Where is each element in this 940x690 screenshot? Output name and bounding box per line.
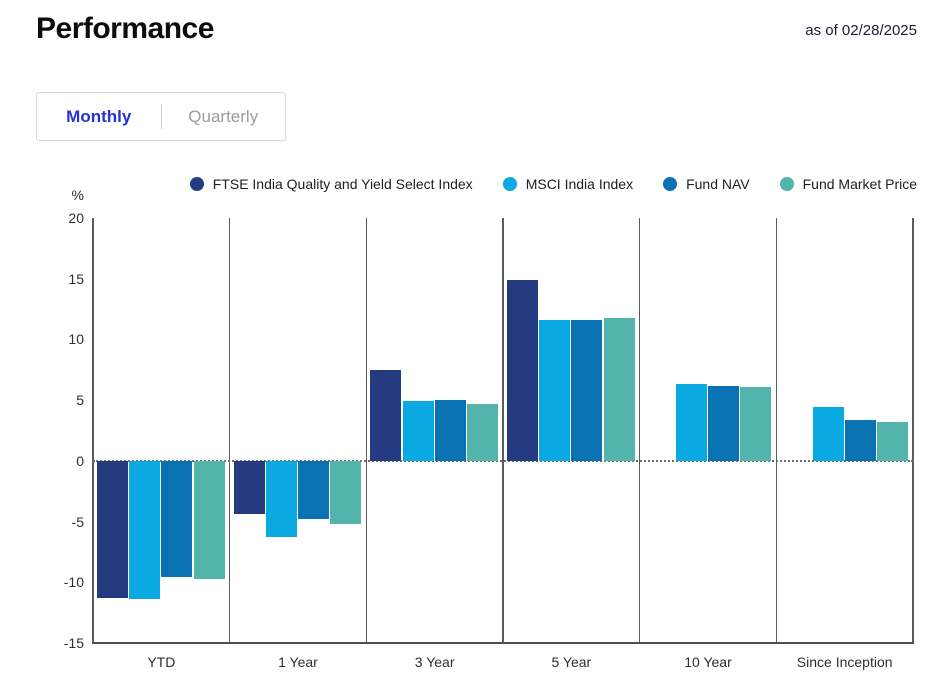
legend-label: MSCI India Index	[525, 176, 634, 192]
as-of-date: as of 02/28/2025	[805, 22, 917, 39]
x-axis-category-label: 5 Year	[551, 654, 592, 670]
legend-dot-fund-market-price-icon	[779, 177, 794, 191]
y-axis-tick-label: 15	[68, 270, 84, 287]
legend-label: Fund Market Price	[802, 176, 917, 192]
zero-baseline	[93, 459, 913, 462]
x-axis-category-label: YTD	[147, 654, 176, 670]
y-axis-tick-label: -10	[63, 574, 84, 591]
bar-fund-nav-5-year[interactable]	[571, 320, 603, 461]
y-axis-tick-label: 5	[76, 392, 84, 409]
legend-dot-fund-nav-icon	[663, 177, 678, 191]
legend-item-ftse[interactable]: FTSE India Quality and Yield Select Inde…	[189, 176, 473, 192]
group-divider-line	[912, 218, 914, 643]
group-divider-line	[228, 218, 231, 643]
y-axis-tick-label: 0	[76, 452, 84, 469]
bar-fund-market-price-5-year[interactable]	[603, 317, 635, 461]
y-axis-line	[92, 218, 94, 643]
bar-fund-nav-since-inception[interactable]	[844, 419, 876, 461]
tab-divider	[160, 104, 162, 129]
legend-item-fund-nav[interactable]: Fund NAV	[663, 176, 750, 192]
period-tabs: Monthly Quarterly	[36, 92, 286, 141]
bar-msci-india-index-10-year[interactable]	[675, 384, 707, 461]
bar-fund-nav-1-year[interactable]	[298, 460, 330, 520]
bar-chart-plot-area: % 20 15 10 5 0 -5 -10 -15 YTD 1 Year 3 Year 5 Year 10…	[64, 187, 914, 670]
legend-dot-ftse-icon	[189, 177, 204, 191]
tab-monthly[interactable]: Monthly	[66, 106, 132, 126]
bar-fund-market-price-since-inception[interactable]	[876, 422, 908, 461]
chart-legend: FTSE India Quality and Yield Select Inde…	[189, 176, 917, 192]
bar-fund-market-price-1-year[interactable]	[330, 460, 362, 524]
bar-fund-nav-ytd[interactable]	[161, 460, 193, 578]
bar-msci-india-index-since-inception[interactable]	[812, 407, 844, 461]
bar-msci-india-index-1-year[interactable]	[265, 460, 297, 538]
group-divider-line	[502, 218, 504, 643]
page-title: Performance	[36, 12, 214, 45]
y-axis-tick-label: 20	[68, 210, 84, 226]
y-axis-tick-label: -15	[63, 635, 84, 651]
legend-item-fund-market-price[interactable]: Fund Market Price	[779, 176, 917, 192]
bar-msci-india-index-ytd[interactable]	[129, 460, 161, 600]
group-divider-line	[638, 218, 641, 643]
bar-ftse-india-quality-and-yield-select-index-3-year[interactable]	[370, 369, 402, 461]
x-axis-category-label: Since Inception	[796, 654, 893, 670]
legend-label: Fund NAV	[686, 176, 750, 192]
bar-ftse-india-quality-and-yield-select-index-1-year[interactable]	[233, 460, 265, 515]
y-axis-unit-label: %	[71, 187, 84, 203]
x-axis-category-label: 3 Year	[414, 654, 455, 670]
bar-msci-india-index-5-year[interactable]	[539, 320, 571, 461]
bar-fund-nav-10-year[interactable]	[708, 385, 740, 461]
bar-msci-india-index-3-year[interactable]	[402, 401, 434, 461]
bar-fund-market-price-ytd[interactable]	[193, 460, 225, 579]
x-axis-line	[92, 642, 914, 644]
bar-fund-market-price-10-year[interactable]	[740, 386, 772, 461]
group-divider-line	[365, 218, 368, 643]
bar-ftse-india-quality-and-yield-select-index-5-year[interactable]	[507, 279, 539, 461]
bar-fund-market-price-3-year[interactable]	[466, 403, 498, 461]
legend-label: FTSE India Quality and Yield Select Inde…	[212, 176, 473, 192]
bar-fund-nav-3-year[interactable]	[434, 400, 466, 461]
legend-dot-msci-icon	[502, 177, 517, 191]
x-axis-category-label: 1 Year	[278, 654, 318, 670]
group-divider-line	[775, 218, 778, 643]
y-axis-tick-label: -5	[71, 513, 84, 530]
bar-ftse-india-quality-and-yield-select-index-ytd[interactable]	[97, 460, 129, 599]
tab-quarterly[interactable]: Quarterly	[188, 106, 259, 126]
x-axis-category-label: 10 Year	[684, 654, 732, 670]
y-axis-tick-label: 10	[68, 331, 84, 348]
legend-item-msci[interactable]: MSCI India Index	[502, 176, 634, 192]
